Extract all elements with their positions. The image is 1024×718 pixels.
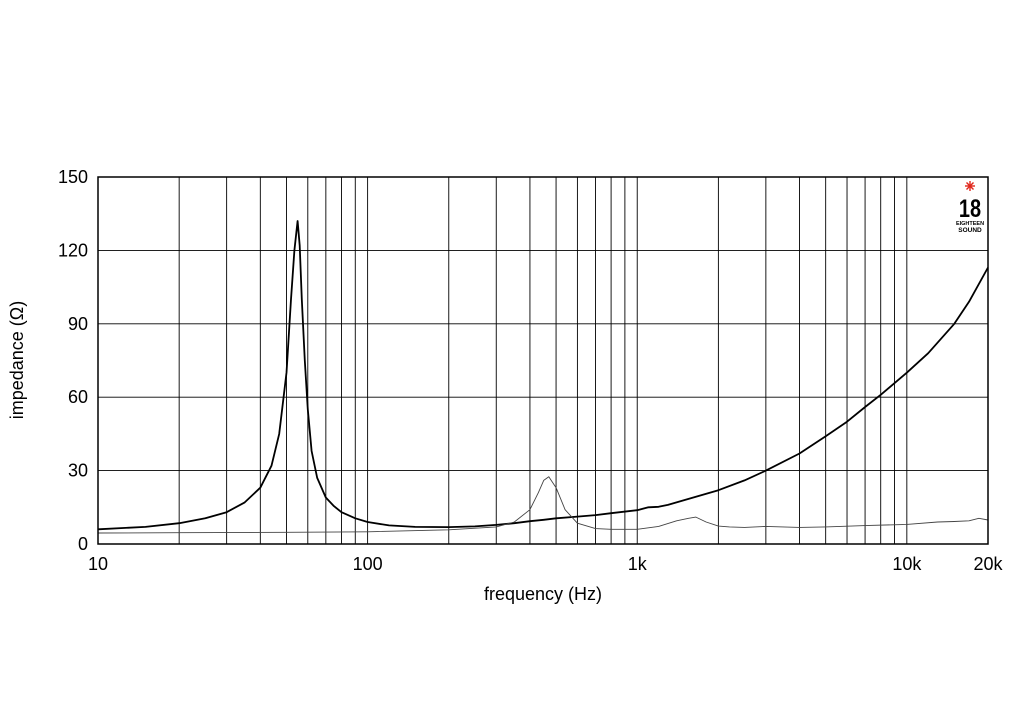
x-tick-label: 100	[353, 554, 383, 574]
series-line-2	[97, 476, 989, 534]
x-tick-label: 20k	[973, 554, 1003, 574]
chart-grid	[98, 177, 988, 544]
y-axis-label: impedance (Ω)	[7, 301, 27, 420]
y-tick-label: 150	[58, 167, 88, 187]
series-line-1	[97, 220, 989, 531]
x-tick-labels: 10 100 1k 10k 20k	[88, 554, 1004, 574]
y-tick-label: 30	[68, 461, 88, 481]
x-tick-label: 1k	[628, 554, 648, 574]
y-tick-label: 120	[58, 240, 88, 260]
eighteen-sound-logo: 18 EIGHTEEN SOUND	[956, 181, 984, 234]
x-axis-label: frequency (Hz)	[484, 584, 602, 604]
red-star-icon	[965, 181, 975, 191]
y-tick-label: 60	[68, 387, 88, 407]
plot-lines	[97, 220, 989, 534]
svg-text:SOUND: SOUND	[958, 227, 982, 234]
svg-text:18: 18	[959, 195, 981, 223]
plot-frame	[97, 176, 989, 545]
y-tick-labels: 0 30 60 90 120 150	[58, 167, 88, 554]
x-tick-label: 10	[88, 554, 108, 574]
svg-text:EIGHTEEN: EIGHTEEN	[956, 221, 984, 227]
x-tick-label: 10k	[892, 554, 922, 574]
y-tick-label: 0	[78, 534, 88, 554]
y-tick-label: 90	[68, 314, 88, 334]
